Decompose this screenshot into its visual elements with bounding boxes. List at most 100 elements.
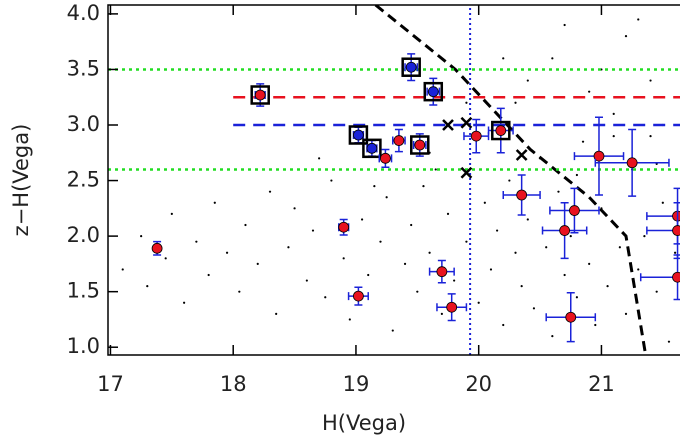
source-box [423,81,444,102]
source-point [593,150,605,162]
source-point [338,221,350,233]
field-dot [422,185,425,188]
field-dot [183,301,186,304]
field-dot [416,290,419,293]
source-box [410,135,430,155]
x-tick-label: 21 [588,372,615,396]
cross-marker [515,149,528,161]
field-dot [434,168,437,171]
reference-line [374,5,648,355]
field-dot [440,312,443,315]
source-point [151,242,163,254]
source-point [516,189,528,201]
field-dot [140,235,143,238]
source-point [672,271,680,283]
field-dot [225,251,229,254]
field-dot [557,190,560,193]
field-dot [195,240,198,243]
field-dot [551,335,554,338]
y-tick-label: 3.0 [67,112,100,136]
field-dot [360,218,364,221]
source-point [470,130,482,142]
field-dot [581,140,585,143]
field-dot [594,323,597,327]
field-dot [324,296,327,299]
field-dot [428,251,431,254]
field-dot [520,285,523,288]
source-point [626,157,638,169]
field-dot [489,268,493,271]
field-dot [502,323,505,327]
field-dot [551,57,554,60]
source-point [495,125,507,136]
y-tick-label: 3.5 [67,56,100,80]
y-tick-label: 2.5 [67,168,100,192]
cross-marker [442,119,454,131]
source-point [427,86,439,98]
source-point [353,290,364,302]
field-dot [637,268,640,271]
field-dot [446,212,450,215]
field-dot [502,57,505,60]
field-dot [275,312,278,315]
source-point [672,210,680,222]
field-dot [526,79,529,82]
field-dot [588,262,591,265]
field-dot [637,18,640,21]
plot-area [108,5,680,355]
field-dot [649,135,652,138]
field-dot [563,273,566,277]
field-dot [465,101,468,104]
field-dot [453,279,456,282]
y-tick-label: 1.0 [67,334,100,358]
field-dot [348,318,351,321]
field-dot [465,240,468,243]
field-dot [342,257,345,260]
field-dot [256,262,259,265]
field-dot [305,279,308,282]
x-tick-label: 20 [465,372,492,396]
source-box [348,125,369,145]
source-point [393,135,405,146]
source-point [405,61,417,73]
y-axis-title: z−H(Vega) [9,124,33,237]
field-dot [207,273,210,277]
field-dot [643,235,646,238]
field-dot [575,173,578,177]
field-dot [170,212,173,215]
field-dot [238,290,241,293]
field-dot [612,112,615,115]
field-dot [483,201,486,204]
field-dot [508,179,511,182]
source-point [436,266,448,278]
x-tick-label: 17 [97,372,124,396]
field-dot [655,290,658,293]
field-dot [403,262,407,265]
field-dot [121,268,124,271]
source-point [366,142,378,154]
field-dot [391,329,394,332]
source-box [250,85,270,105]
field-dot [410,223,413,227]
field-dot [385,196,388,199]
source-box [362,138,382,159]
cross-marker [460,116,473,129]
frame [107,4,680,356]
source-point [380,152,391,164]
source-box [491,120,511,141]
field-dot [268,190,272,193]
field-dot [287,246,290,249]
field-dot [477,301,480,304]
field-dot [213,201,216,204]
x-tick-label: 18 [220,372,247,396]
field-dot [293,207,296,210]
field-dot [673,251,677,254]
axes: 17 18 19 20 21 1.0 1.5 2.0 2.5 3.0 3.5 4.0 [67,1,680,396]
field-dot [367,273,370,277]
field-dot [318,157,321,160]
field-dot [649,79,652,82]
field-dot [612,135,615,138]
field-dot [146,285,149,288]
source-point [446,301,458,313]
